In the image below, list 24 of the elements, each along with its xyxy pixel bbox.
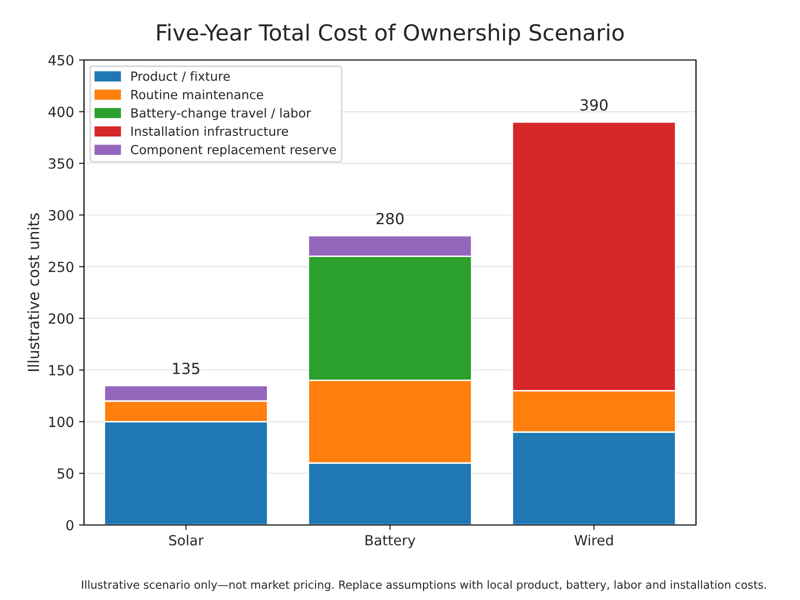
x-tick-label: Wired [574,534,613,546]
y-tick-label: 350 [48,158,74,169]
y-tick-label: 300 [48,210,74,220]
y-tick-label: 50 [58,468,74,479]
y-tick-label: 250 [48,262,74,272]
total-label: 280 [376,212,404,224]
y-axis-title: Illustrative cost units [27,213,40,371]
y-tick-label: 150 [49,364,74,376]
x-tick-label: Solar [169,534,204,546]
text: Illustrative scenario only—not market pricing. Replace assumptions with local product, battery, labor and installation costs. [82,580,766,591]
y-tick-label: 400 [48,106,74,118]
y-tick-label: 200 [48,313,74,324]
chart-title: Five-Year Total Cost of Ownership Scenario [157,24,624,46]
legend-label: Routine maintenance [131,90,264,100]
x-tick-label: Battery [366,535,416,548]
total-label: 390 [580,99,608,111]
y-tick-label: 100 [49,416,74,428]
total-label: 135 [173,362,200,374]
y-tick-label: 0 [66,520,74,530]
legend-label: Product / fixture [131,71,230,82]
legend-label: Battery-change travel / labor [131,108,312,120]
y-tick-label: 450 [48,54,74,66]
legend-label: Component replacement reserve [130,144,336,157]
legend-label: Installation infrastructure [131,126,288,136]
